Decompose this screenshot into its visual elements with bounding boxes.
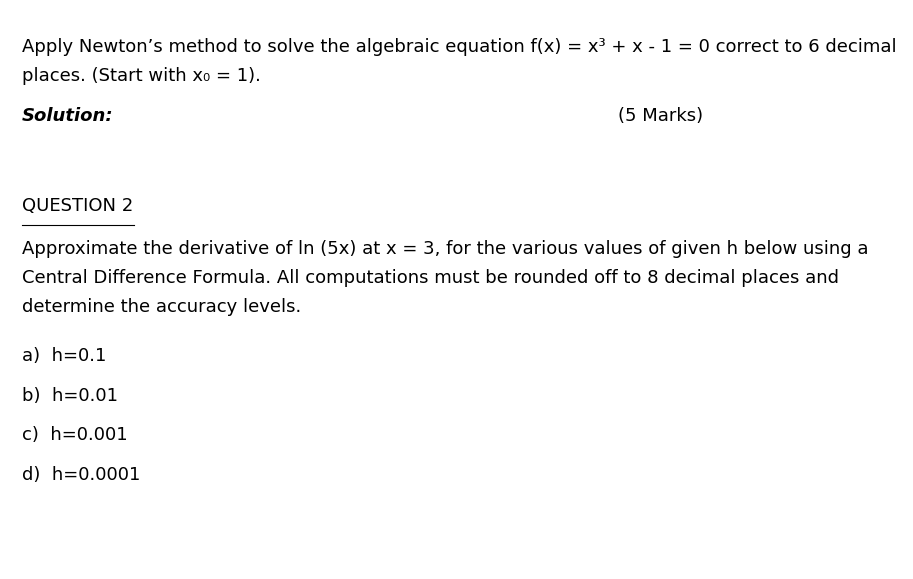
Text: Approximate the derivative of ln (5x) at x = 3, for the various values of given : Approximate the derivative of ln (5x) at… (22, 240, 868, 258)
Text: b)  h=0.01: b) h=0.01 (22, 387, 118, 405)
Text: a)  h=0.1: a) h=0.1 (22, 347, 106, 365)
Text: c)  h=0.001: c) h=0.001 (22, 426, 128, 444)
Text: Central Difference Formula. All computations must be rounded off to 8 decimal pl: Central Difference Formula. All computat… (22, 269, 839, 287)
Text: Apply Newton’s method to solve the algebraic equation f(x) = x³ + x - 1 = 0 corr: Apply Newton’s method to solve the algeb… (22, 38, 897, 56)
Text: (5 Marks): (5 Marks) (618, 107, 703, 125)
Text: QUESTION 2: QUESTION 2 (22, 197, 133, 215)
Text: places. (Start with x₀ = 1).: places. (Start with x₀ = 1). (22, 67, 260, 85)
Text: d)  h=0.0001: d) h=0.0001 (22, 466, 140, 483)
Text: determine the accuracy levels.: determine the accuracy levels. (22, 298, 301, 316)
Text: Solution:: Solution: (22, 107, 113, 125)
